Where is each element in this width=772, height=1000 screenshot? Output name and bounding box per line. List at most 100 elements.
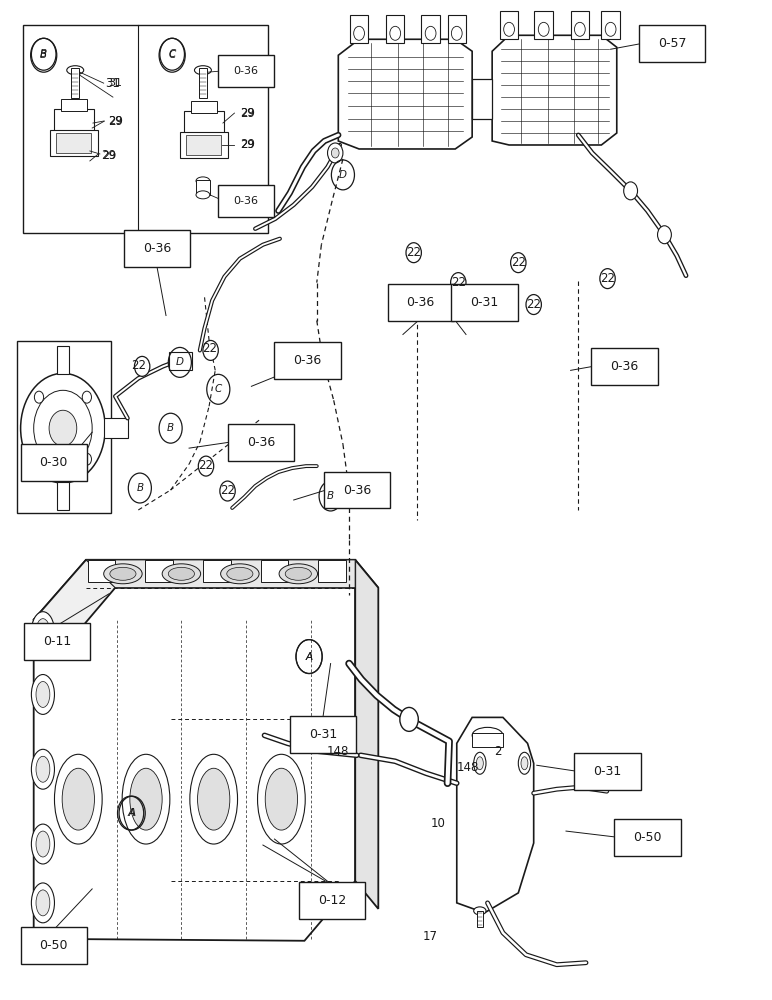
FancyBboxPatch shape	[275, 342, 340, 379]
Text: C: C	[168, 49, 176, 59]
Text: 0-50: 0-50	[39, 939, 68, 952]
FancyBboxPatch shape	[21, 444, 86, 481]
Circle shape	[327, 143, 343, 163]
Ellipse shape	[521, 757, 528, 770]
Ellipse shape	[518, 752, 530, 774]
Bar	[57, 346, 69, 374]
Circle shape	[600, 269, 615, 289]
Text: B: B	[40, 50, 47, 60]
Ellipse shape	[266, 768, 297, 830]
Text: 29: 29	[108, 116, 122, 126]
Text: 0-50: 0-50	[633, 831, 662, 844]
Text: B: B	[327, 491, 334, 501]
Circle shape	[624, 182, 638, 200]
Text: A: A	[306, 652, 313, 662]
Text: 22: 22	[511, 256, 526, 269]
Polygon shape	[493, 35, 617, 145]
FancyBboxPatch shape	[24, 623, 90, 660]
Text: 29: 29	[240, 138, 255, 151]
Circle shape	[503, 22, 514, 36]
Ellipse shape	[195, 66, 212, 75]
Bar	[17, 341, 110, 513]
Ellipse shape	[103, 564, 142, 584]
Bar	[191, 101, 217, 113]
Bar	[50, 130, 97, 156]
Bar	[386, 15, 405, 43]
Text: 31: 31	[108, 78, 122, 88]
Bar	[196, 180, 210, 195]
Ellipse shape	[474, 752, 486, 774]
Polygon shape	[355, 560, 378, 909]
Bar	[169, 352, 192, 370]
Text: C: C	[215, 384, 222, 394]
Ellipse shape	[227, 567, 253, 580]
Bar	[56, 133, 91, 153]
Ellipse shape	[63, 768, 94, 830]
Bar	[534, 11, 553, 39]
FancyBboxPatch shape	[591, 348, 658, 385]
Text: 29: 29	[102, 149, 117, 162]
Text: 29: 29	[108, 115, 123, 128]
Ellipse shape	[66, 66, 83, 75]
Bar	[199, 68, 207, 98]
Circle shape	[658, 226, 672, 244]
Text: 2: 2	[495, 745, 502, 758]
Circle shape	[605, 22, 616, 36]
Text: 0-57: 0-57	[658, 37, 686, 50]
Circle shape	[220, 481, 235, 501]
Text: 22: 22	[198, 459, 214, 472]
Bar	[422, 15, 440, 43]
Text: 22: 22	[527, 298, 541, 311]
Ellipse shape	[472, 727, 503, 743]
Bar	[61, 99, 86, 111]
Circle shape	[83, 453, 91, 465]
Polygon shape	[34, 560, 378, 648]
Text: A: A	[129, 808, 136, 818]
FancyBboxPatch shape	[639, 25, 706, 62]
Ellipse shape	[32, 883, 55, 923]
Text: 31: 31	[106, 77, 120, 90]
FancyBboxPatch shape	[388, 284, 454, 321]
Text: 0-36: 0-36	[343, 484, 371, 497]
Circle shape	[331, 148, 339, 158]
Circle shape	[510, 253, 526, 273]
Circle shape	[83, 391, 91, 403]
Circle shape	[134, 356, 150, 376]
Bar	[180, 132, 228, 158]
Text: 29: 29	[240, 108, 255, 118]
Text: 22: 22	[451, 276, 466, 289]
Ellipse shape	[36, 756, 50, 782]
Ellipse shape	[196, 177, 210, 185]
FancyBboxPatch shape	[218, 55, 275, 87]
Text: 0-31: 0-31	[470, 296, 499, 309]
Text: 22: 22	[406, 246, 422, 259]
Bar	[448, 15, 466, 43]
Ellipse shape	[36, 890, 50, 916]
Ellipse shape	[55, 754, 102, 844]
Ellipse shape	[32, 612, 55, 652]
Circle shape	[452, 26, 462, 40]
Bar	[203, 560, 231, 582]
Bar	[472, 79, 493, 119]
Text: 10: 10	[431, 817, 445, 830]
Ellipse shape	[32, 824, 55, 864]
Ellipse shape	[36, 619, 50, 645]
Bar	[350, 15, 368, 43]
Bar	[87, 560, 115, 582]
Bar	[23, 25, 268, 233]
Ellipse shape	[110, 567, 136, 580]
Ellipse shape	[474, 907, 486, 915]
Ellipse shape	[476, 757, 483, 770]
Ellipse shape	[198, 768, 230, 830]
Ellipse shape	[32, 749, 55, 789]
Polygon shape	[457, 717, 533, 913]
Text: 0-11: 0-11	[42, 635, 71, 648]
Circle shape	[538, 22, 549, 36]
Polygon shape	[34, 560, 355, 941]
Bar	[145, 560, 173, 582]
Bar	[184, 111, 224, 133]
Text: 0-31: 0-31	[309, 728, 337, 741]
Text: 0-36: 0-36	[407, 296, 435, 309]
Circle shape	[21, 373, 105, 483]
Ellipse shape	[168, 567, 195, 580]
